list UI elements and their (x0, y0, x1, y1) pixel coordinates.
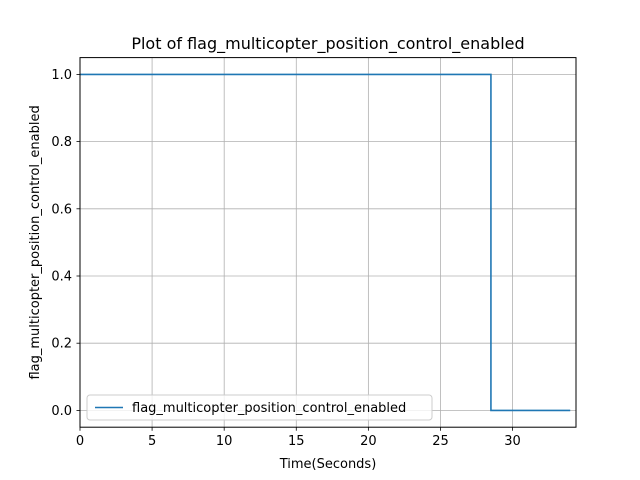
legend: flag_multicopter_position_control_enable… (86, 394, 433, 421)
y-tick-label: 0.8 (51, 135, 72, 150)
x-tick-label: 10 (216, 434, 233, 449)
y-tick-label: 0.0 (51, 404, 72, 419)
series-line (80, 73, 571, 412)
x-tick-label: 30 (504, 434, 521, 449)
y-tick-label: 1.0 (51, 68, 72, 83)
y-tick-label: 0.2 (51, 337, 72, 352)
y-tick-label: 0.6 (51, 202, 72, 217)
legend-box (86, 394, 433, 421)
x-axis-label: Time(Seconds) (279, 457, 377, 472)
x-tick-label: 0 (76, 434, 84, 449)
legend-label: flag_multicopter_position_control_enable… (132, 401, 406, 416)
y-tick-label: 0.4 (51, 270, 72, 285)
y-axis-label: flag_multicopter_position_control_enable… (28, 105, 43, 379)
x-tick-label: 15 (288, 434, 305, 449)
series-layer (80, 73, 571, 412)
x-tick-label: 20 (360, 434, 377, 449)
x-tick-label: 5 (148, 434, 156, 449)
plot-frame (79, 57, 577, 428)
chart-title: Plot of flag_multicopter_position_contro… (131, 34, 524, 54)
x-tick-label: 25 (432, 434, 449, 449)
ticks-layer: 0 5 10 15 20 25 30 0.0 0.2 0.4 0.6 0.8 1.0 (51, 68, 521, 449)
